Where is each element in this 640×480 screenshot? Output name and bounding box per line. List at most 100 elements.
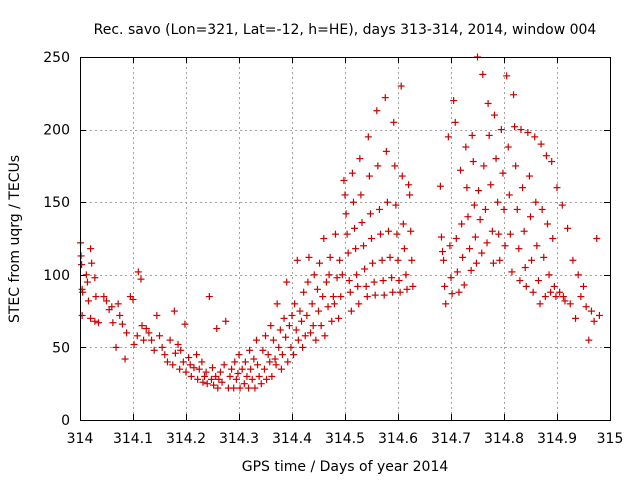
data-point <box>545 271 553 279</box>
data-point <box>282 333 290 341</box>
data-point <box>329 293 337 301</box>
data-point <box>313 285 321 293</box>
data-point <box>475 187 483 195</box>
data-point <box>505 191 513 199</box>
data-point <box>205 293 213 301</box>
data-point <box>399 220 407 228</box>
data-point <box>273 300 281 308</box>
data-point <box>384 227 392 235</box>
data-point <box>337 293 345 301</box>
x-axis-label: GPS time / Days of year 2014 <box>242 459 449 475</box>
data-point <box>470 201 478 209</box>
data-point <box>373 107 381 115</box>
data-point <box>145 329 153 337</box>
data-point <box>559 293 567 301</box>
data-point <box>383 198 391 206</box>
data-point <box>231 358 239 366</box>
data-point <box>341 191 349 199</box>
data-point <box>343 230 351 238</box>
data-point <box>479 70 487 78</box>
data-point <box>140 336 148 344</box>
data-point <box>394 256 402 264</box>
data-point <box>275 343 283 351</box>
data-point <box>590 317 598 325</box>
data-point <box>508 268 516 276</box>
x-tick-label: 314.4 <box>272 431 312 447</box>
data-point <box>336 256 344 264</box>
y-tick-label: 250 <box>43 50 70 66</box>
data-point <box>218 378 226 386</box>
data-point <box>310 271 318 279</box>
data-point <box>371 291 379 299</box>
data-point <box>463 184 471 192</box>
data-point <box>92 293 100 301</box>
x-tick-label: 314.9 <box>537 431 577 447</box>
data-point <box>330 300 338 308</box>
data-point <box>553 184 561 192</box>
data-point <box>577 293 585 301</box>
data-point <box>305 253 313 261</box>
data-point <box>516 277 524 285</box>
x-tick-label: 315 <box>597 431 624 447</box>
data-point <box>321 332 329 340</box>
data-point <box>130 340 138 348</box>
data-point <box>333 274 341 282</box>
data-point <box>447 274 455 282</box>
data-point <box>316 259 324 267</box>
data-point <box>288 311 296 319</box>
data-point <box>450 97 458 105</box>
data-point <box>488 227 496 235</box>
data-point <box>513 205 521 213</box>
data-point <box>528 256 536 264</box>
data-point <box>348 169 356 177</box>
data-point <box>405 181 413 189</box>
data-point <box>77 252 85 260</box>
data-point <box>203 380 211 388</box>
x-tick-labels: 314 314.1 314.2 314.3 314.4 314.5 314.6 314.7 31… <box>67 431 624 447</box>
data-point <box>277 365 285 373</box>
data-point <box>517 126 525 134</box>
data-point <box>185 354 193 362</box>
data-point <box>299 343 307 351</box>
x-tick-label: 314 <box>67 431 94 447</box>
data-point <box>137 275 145 283</box>
data-point <box>538 205 546 213</box>
data-point <box>240 380 248 388</box>
x-tick-label: 314.1 <box>113 431 153 447</box>
data-point <box>462 143 470 151</box>
data-point <box>503 72 511 80</box>
data-point <box>304 278 312 286</box>
data-point <box>234 370 242 378</box>
data-point <box>158 343 166 351</box>
data-point <box>103 297 110 305</box>
data-point <box>170 307 178 315</box>
data-point <box>259 346 267 354</box>
data-point <box>499 169 507 177</box>
data-point <box>374 162 382 170</box>
data-point <box>580 282 587 290</box>
data-point <box>489 259 497 267</box>
data-point <box>504 143 512 151</box>
data-point <box>548 158 556 166</box>
data-point <box>547 288 555 296</box>
data-point <box>446 242 454 250</box>
data-point <box>561 297 569 305</box>
data-point <box>284 358 292 366</box>
data-point <box>478 249 486 257</box>
data-point <box>209 364 216 372</box>
data-point <box>325 271 333 279</box>
data-point <box>480 162 488 170</box>
data-point <box>346 288 354 296</box>
data-point <box>402 271 410 279</box>
data-point <box>320 235 328 242</box>
data-point <box>335 314 343 322</box>
data-point <box>481 205 489 213</box>
data-point <box>440 256 448 264</box>
data-point <box>269 336 277 344</box>
data-point <box>166 336 174 344</box>
data-point <box>377 230 385 238</box>
data-point <box>163 358 171 366</box>
data-point <box>266 358 274 366</box>
data-point <box>182 368 190 376</box>
